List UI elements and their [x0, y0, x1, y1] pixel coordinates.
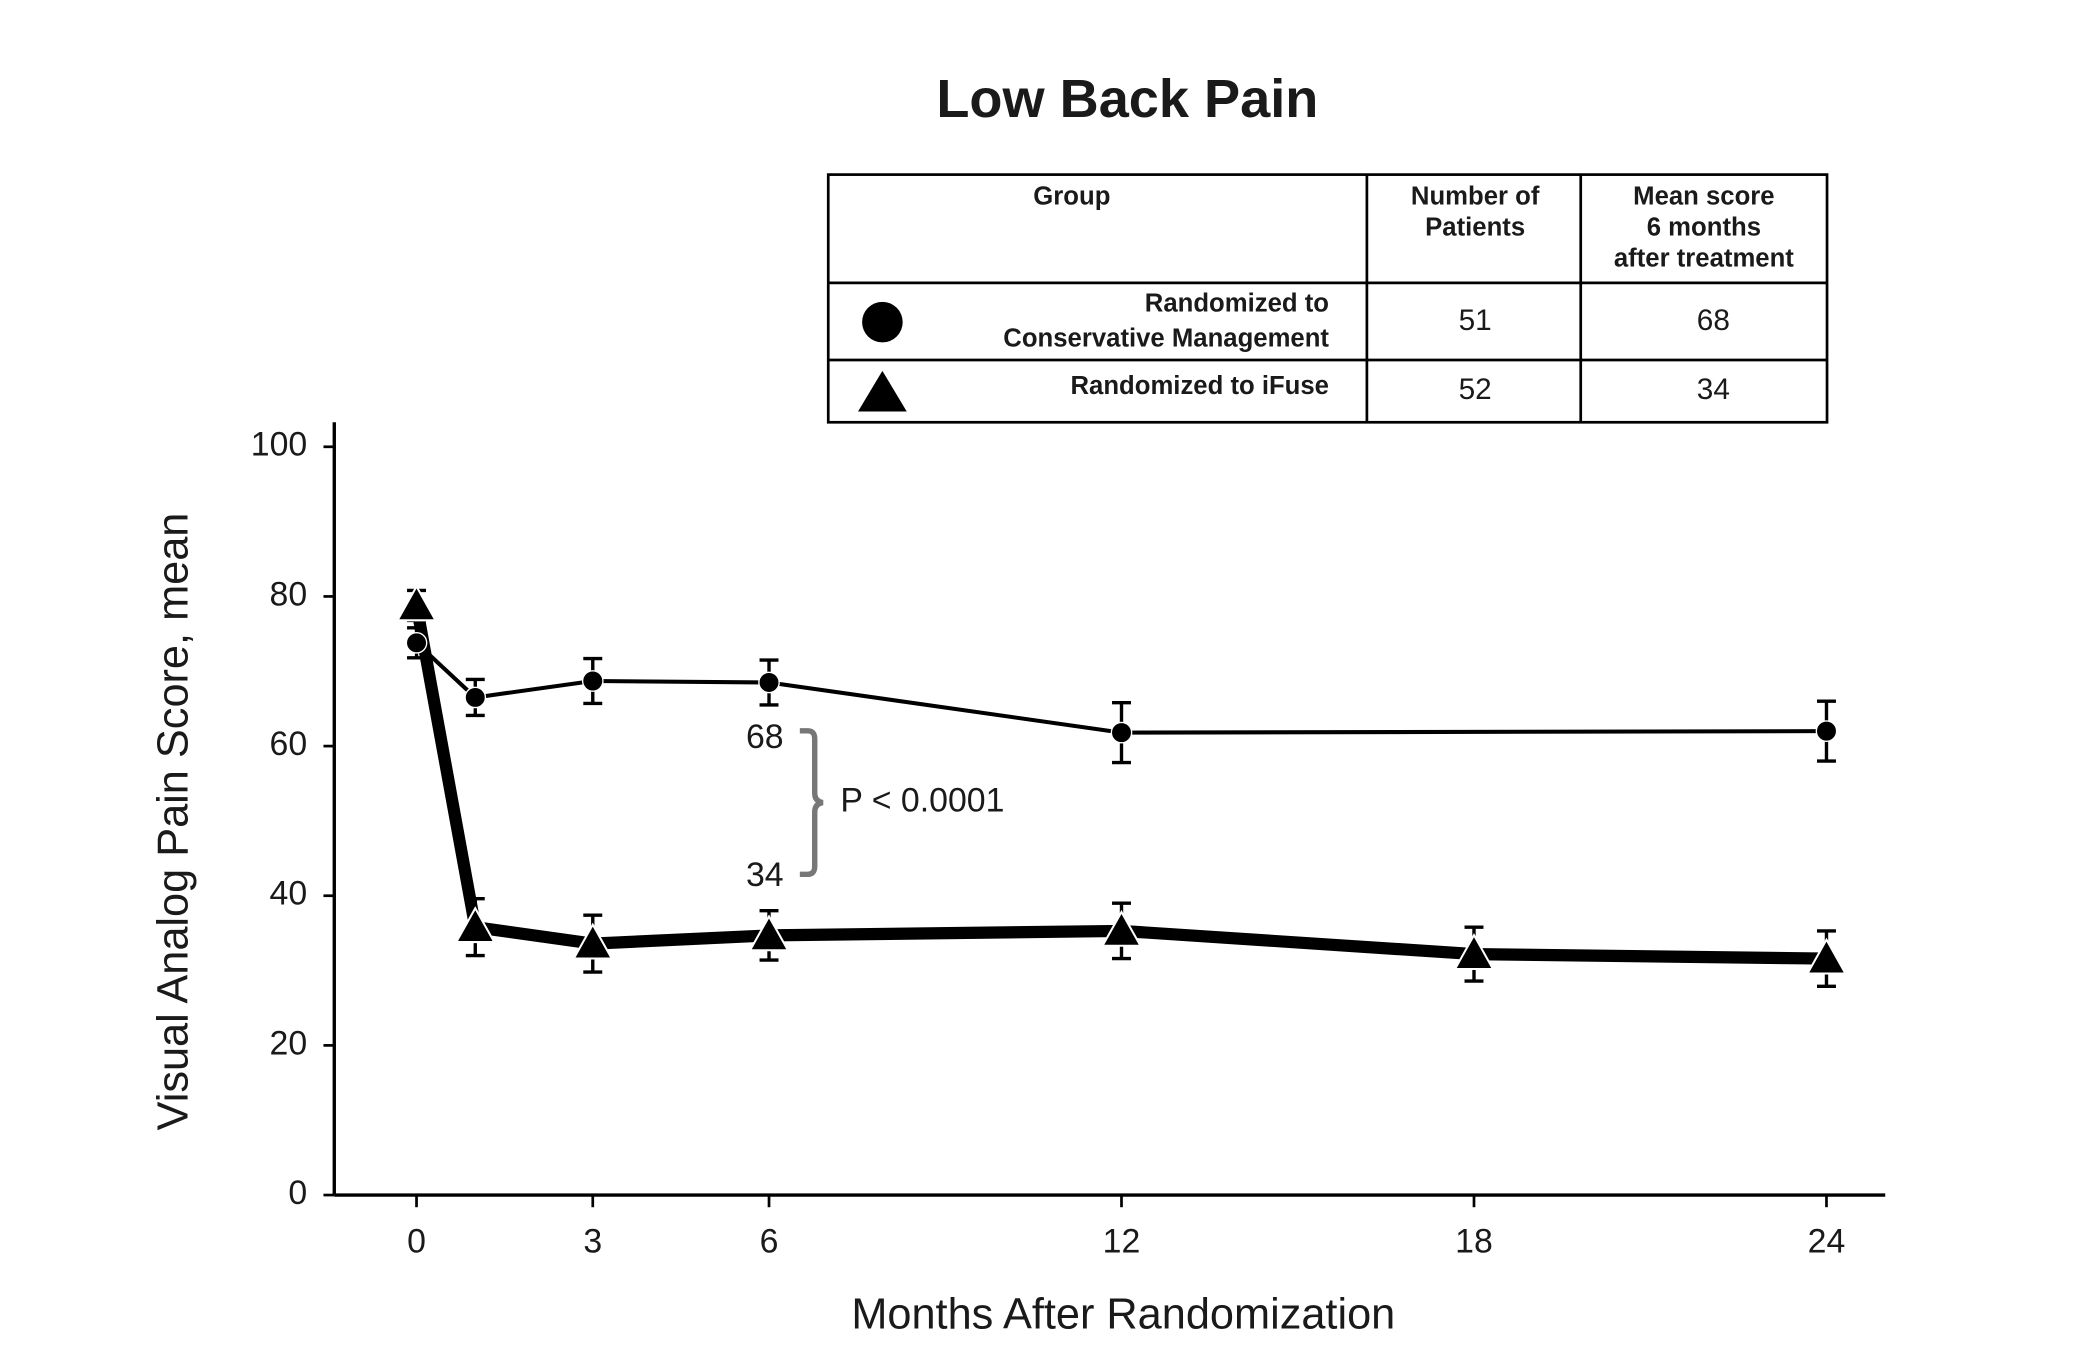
y-axis-label: Visual Analog Pain Score, mean	[149, 513, 197, 1131]
bracket	[799, 728, 824, 878]
x-tick-label: 0	[407, 1223, 426, 1261]
x-tick-label: 24	[1808, 1223, 1846, 1261]
table-header: after treatment	[1614, 245, 1794, 273]
series-line	[415, 641, 1827, 735]
point	[1815, 720, 1838, 742]
cell: 68	[1697, 304, 1730, 337]
x-tick-label: 18	[1455, 1223, 1493, 1261]
cell: 52	[1459, 373, 1492, 406]
annotation: 68	[746, 718, 784, 756]
point	[464, 686, 487, 709]
point	[581, 670, 604, 692]
point	[405, 632, 428, 654]
point	[1805, 937, 1848, 975]
point	[758, 671, 780, 694]
point	[1110, 721, 1133, 744]
x-tick-label: 6	[760, 1223, 779, 1261]
annotation: 34	[746, 856, 784, 894]
row-label: Randomized to	[1145, 289, 1329, 317]
y-tick-label: 20	[270, 1024, 308, 1062]
legend-table	[826, 173, 1829, 424]
point	[572, 922, 614, 960]
point	[748, 914, 790, 952]
point	[454, 906, 496, 944]
legend-circle	[862, 301, 903, 343]
point	[1453, 933, 1495, 971]
table-header: 6 months	[1647, 214, 1761, 242]
table-header: Group	[1033, 182, 1110, 210]
table-header: Patients	[1425, 214, 1525, 242]
table-header: Number of	[1411, 182, 1540, 210]
table-header: Mean score	[1633, 182, 1774, 210]
x-axis-label: Months After Randomization	[851, 1290, 1395, 1338]
x-tick-label: 12	[1103, 1223, 1141, 1261]
point	[395, 584, 438, 622]
cell: 34	[1697, 373, 1730, 406]
table-border	[826, 173, 1829, 424]
row-label: Conservative Management	[1003, 325, 1329, 353]
point	[1100, 909, 1143, 947]
y-tick-label: 60	[270, 725, 308, 763]
row-label: Randomized to iFuse	[1071, 372, 1329, 400]
x-tick-label: 3	[583, 1223, 602, 1261]
annotation: P < 0.0001	[840, 782, 1004, 820]
cell: 51	[1459, 304, 1492, 337]
y-tick-label: 0	[288, 1174, 307, 1212]
y-tick-label: 40	[270, 875, 308, 913]
legend-triangle	[858, 370, 907, 412]
y-tick-label: 100	[251, 426, 307, 464]
y-tick-label: 80	[270, 575, 308, 613]
chart-title: Low Back Pain	[936, 69, 1318, 129]
